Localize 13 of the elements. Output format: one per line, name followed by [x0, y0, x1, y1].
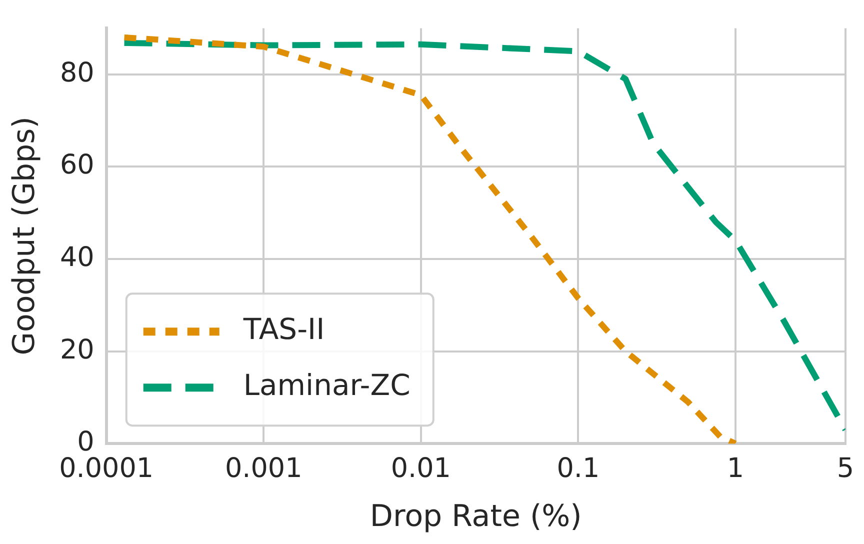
x-tick-label: 0.1: [556, 452, 600, 484]
x-axis-title: Drop Rate (%): [370, 498, 582, 534]
x-tick-label: 0.001: [224, 452, 302, 484]
y-tick-label: 60: [60, 150, 94, 181]
legend-label: TAS-II: [242, 312, 325, 346]
x-tick-label: 1: [726, 452, 744, 484]
y-tick-label: 80: [60, 57, 94, 88]
x-tick-label: 0.01: [390, 452, 451, 484]
legend-label: Laminar-ZC: [243, 368, 410, 402]
y-tick-label: 40: [60, 242, 94, 273]
y-axis-title: Goodput (Gbps): [6, 116, 42, 356]
x-tick-label: 5: [836, 452, 854, 484]
y-tick-label: 20: [60, 334, 94, 366]
